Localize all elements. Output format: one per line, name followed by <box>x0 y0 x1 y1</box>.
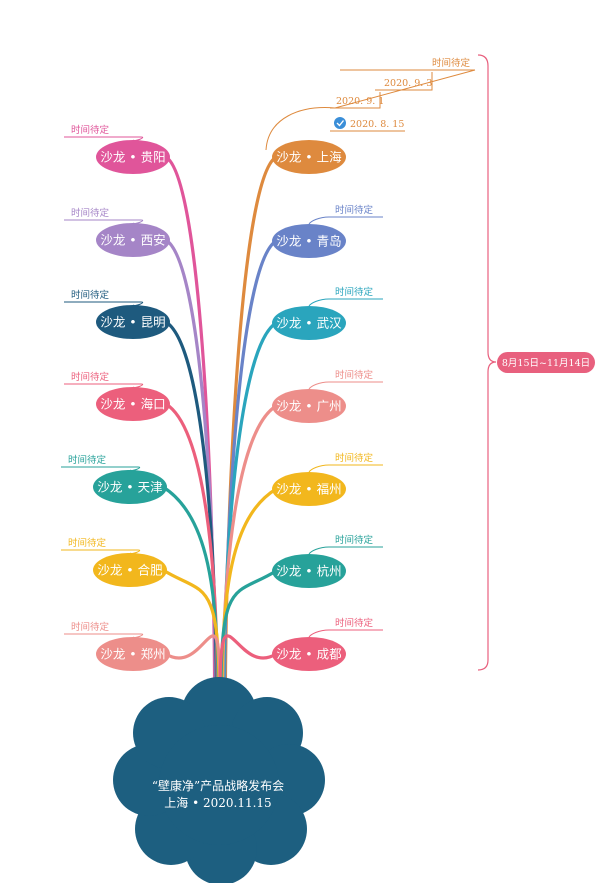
check-circle-icon <box>334 117 346 129</box>
node-tianjin[interactable]: 沙龙 • 天津 <box>93 470 167 504</box>
note-line-haikou <box>64 383 144 388</box>
note-line-wuhan <box>308 298 383 307</box>
node-kunming[interactable]: 沙龙 • 昆明 <box>96 305 170 339</box>
note-qingdao: 时间待定 <box>335 204 374 216</box>
node-wuhan[interactable]: 沙龙 • 武汉 <box>272 306 346 340</box>
note-fuzhou: 时间待定 <box>335 452 374 464</box>
node-label-zhengzhou: 沙龙 • 郑州 <box>100 647 165 662</box>
branch-lines <box>161 155 278 697</box>
note-haikou: 时间待定 <box>71 371 110 383</box>
note-hangzhou: 时间待定 <box>335 534 374 546</box>
note-line-hangzhou <box>308 546 383 555</box>
node-chengdu[interactable]: 沙龙 • 成都 <box>272 637 346 671</box>
branch-guiyang <box>164 155 217 697</box>
note-line-tianjin <box>61 466 141 471</box>
branch-shanghai <box>223 155 278 697</box>
note-kunming: 时间待定 <box>71 289 110 301</box>
node-label-guiyang: 沙龙 • 贵阳 <box>100 150 165 165</box>
node-guiyang[interactable]: 沙龙 • 贵阳 <box>96 140 170 174</box>
node-label-shanghai: 沙龙 • 上海 <box>276 150 342 165</box>
note-hefei: 时间待定 <box>68 537 107 549</box>
note-line-fuzhou <box>308 464 383 473</box>
note-tianjin: 时间待定 <box>68 454 107 466</box>
note-line-qingdao <box>308 216 383 225</box>
note-xian: 时间待定 <box>71 207 110 219</box>
node-qingdao[interactable]: 沙龙 • 青岛 <box>272 224 346 258</box>
shanghai-note-4: 2020. 8. 15 <box>350 119 404 130</box>
root-subtitle: 上海 • 2020.11.15 <box>164 795 271 810</box>
node-label-hangzhou: 沙龙 • 杭州 <box>276 564 341 579</box>
root-title: “壁康净”产品战略发布会 <box>152 778 284 793</box>
note-wuhan: 时间待定 <box>335 286 374 298</box>
cloud-shape <box>113 677 325 883</box>
node-label-tianjin: 沙龙 • 天津 <box>97 480 162 495</box>
shanghai-note-1: 时间待定 <box>432 57 471 69</box>
branch-zhengzhou <box>164 634 222 697</box>
node-label-hefei: 沙龙 • 合肥 <box>97 563 163 578</box>
root-node[interactable]: “壁康净”产品战略发布会 上海 • 2020.11.15 <box>113 677 325 883</box>
note-line-xian <box>64 219 144 224</box>
shanghai-notes: 时间待定 2020. 9. 3 2020. 9. 1 2020. 8. 15 <box>265 57 476 151</box>
note-zhengzhou: 时间待定 <box>71 621 110 633</box>
node-xian[interactable]: 沙龙 • 西安 <box>96 223 170 257</box>
node-haikou[interactable]: 沙龙 • 海口 <box>96 387 170 421</box>
branch-chengdu <box>218 634 278 697</box>
range-bracket <box>477 54 497 671</box>
note-guiyang: 时间待定 <box>71 124 110 136</box>
node-zhengzhou[interactable]: 沙龙 • 郑州 <box>96 637 170 671</box>
note-line-hefei <box>61 549 141 554</box>
shanghai-note-2: 2020. 9. 3 <box>384 78 432 89</box>
range-badge: 8月15日~11月14日 <box>497 352 595 373</box>
node-label-haikou: 沙龙 • 海口 <box>100 397 165 412</box>
note-line-chengdu <box>308 629 383 638</box>
note-chengdu: 时间待定 <box>335 617 374 629</box>
node-hangzhou[interactable]: 沙龙 • 杭州 <box>272 554 346 588</box>
node-label-kunming: 沙龙 • 昆明 <box>100 315 165 330</box>
branch-qingdao <box>222 239 278 697</box>
note-line-guiyang <box>64 136 144 141</box>
note-line-kunming <box>64 301 144 306</box>
shanghai-note-3: 2020. 9. 1 <box>336 96 384 107</box>
branch-xian <box>164 238 218 697</box>
node-label-fuzhou: 沙龙 • 福州 <box>276 482 341 497</box>
node-label-qingdao: 沙龙 • 青岛 <box>276 234 341 249</box>
node-hefei[interactable]: 沙龙 • 合肥 <box>93 553 167 587</box>
node-shanghai[interactable]: 沙龙 • 上海 <box>272 140 346 174</box>
note-line-guangzhou <box>308 381 383 390</box>
range-label: 8月15日~11月14日 <box>502 358 590 369</box>
node-label-wuhan: 沙龙 • 武汉 <box>276 316 342 331</box>
node-guangzhou[interactable]: 沙龙 • 广州 <box>272 389 346 423</box>
note-guangzhou: 时间待定 <box>335 369 374 381</box>
note-line-zhengzhou <box>64 633 144 638</box>
node-label-guangzhou: 沙龙 • 广州 <box>276 399 341 414</box>
node-label-xian: 沙龙 • 西安 <box>100 233 165 248</box>
node-label-chengdu: 沙龙 • 成都 <box>276 647 342 662</box>
node-fuzhou[interactable]: 沙龙 • 福州 <box>272 472 346 506</box>
